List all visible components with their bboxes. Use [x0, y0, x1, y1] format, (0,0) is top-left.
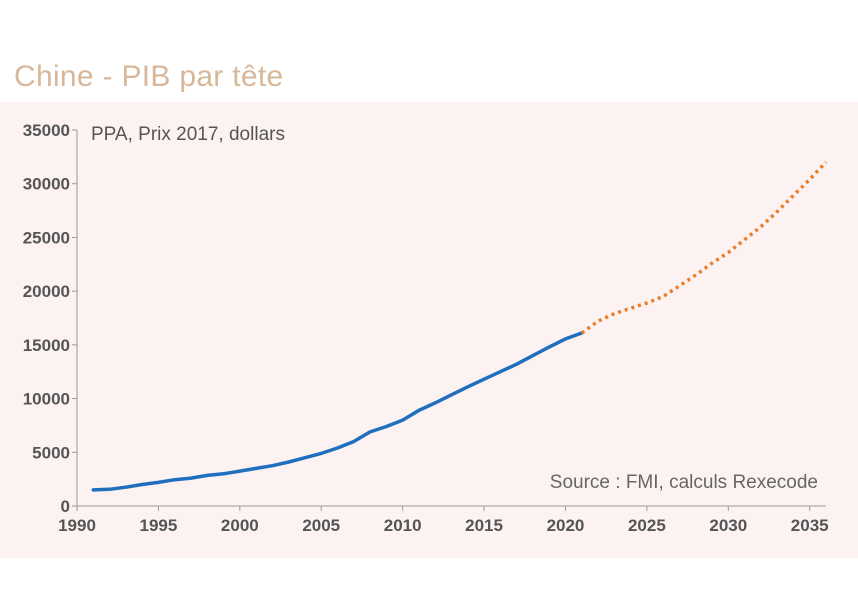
- forecast-series-line: [580, 160, 828, 335]
- x-axis-ticks: 1990 1995 2000 2005 2010 2015 2020 2025 2030 2035: [58, 506, 829, 535]
- series-group: [91, 160, 828, 492]
- x-tick-label: 1990: [58, 516, 96, 535]
- x-tick-label: 2000: [221, 516, 259, 535]
- slide-title: Chine - PIB par tête: [14, 60, 284, 93]
- y-tick-label: 25000: [23, 228, 70, 247]
- y-tick-label: 0: [61, 497, 70, 516]
- unit-label: PPA, Prix 2017, dollars: [91, 124, 285, 145]
- x-tick-label: 2015: [465, 516, 503, 535]
- x-tick-label: 1995: [139, 516, 177, 535]
- x-tick-label: 2020: [547, 516, 585, 535]
- y-tick-label: 20000: [23, 282, 70, 301]
- y-tick-label: 35000: [23, 121, 70, 140]
- y-tick-label: 15000: [23, 336, 70, 355]
- x-tick-label: 2010: [384, 516, 422, 535]
- historical-series-line: [91, 331, 584, 492]
- x-tick-label: 2005: [302, 516, 340, 535]
- chart-panel: [0, 102, 858, 558]
- y-tick-label: 30000: [23, 175, 70, 194]
- x-tick-label: 2035: [791, 516, 829, 535]
- y-tick-label: 10000: [23, 390, 70, 409]
- x-tick-label: 2030: [709, 516, 747, 535]
- y-axis-ticks: 0 5000 10000 15000 20000 25000 30000 35000: [23, 121, 77, 516]
- y-tick-label: 5000: [32, 443, 70, 462]
- x-tick-label: 2025: [628, 516, 666, 535]
- source-note: Source : FMI, calculs Rexecode: [550, 472, 818, 493]
